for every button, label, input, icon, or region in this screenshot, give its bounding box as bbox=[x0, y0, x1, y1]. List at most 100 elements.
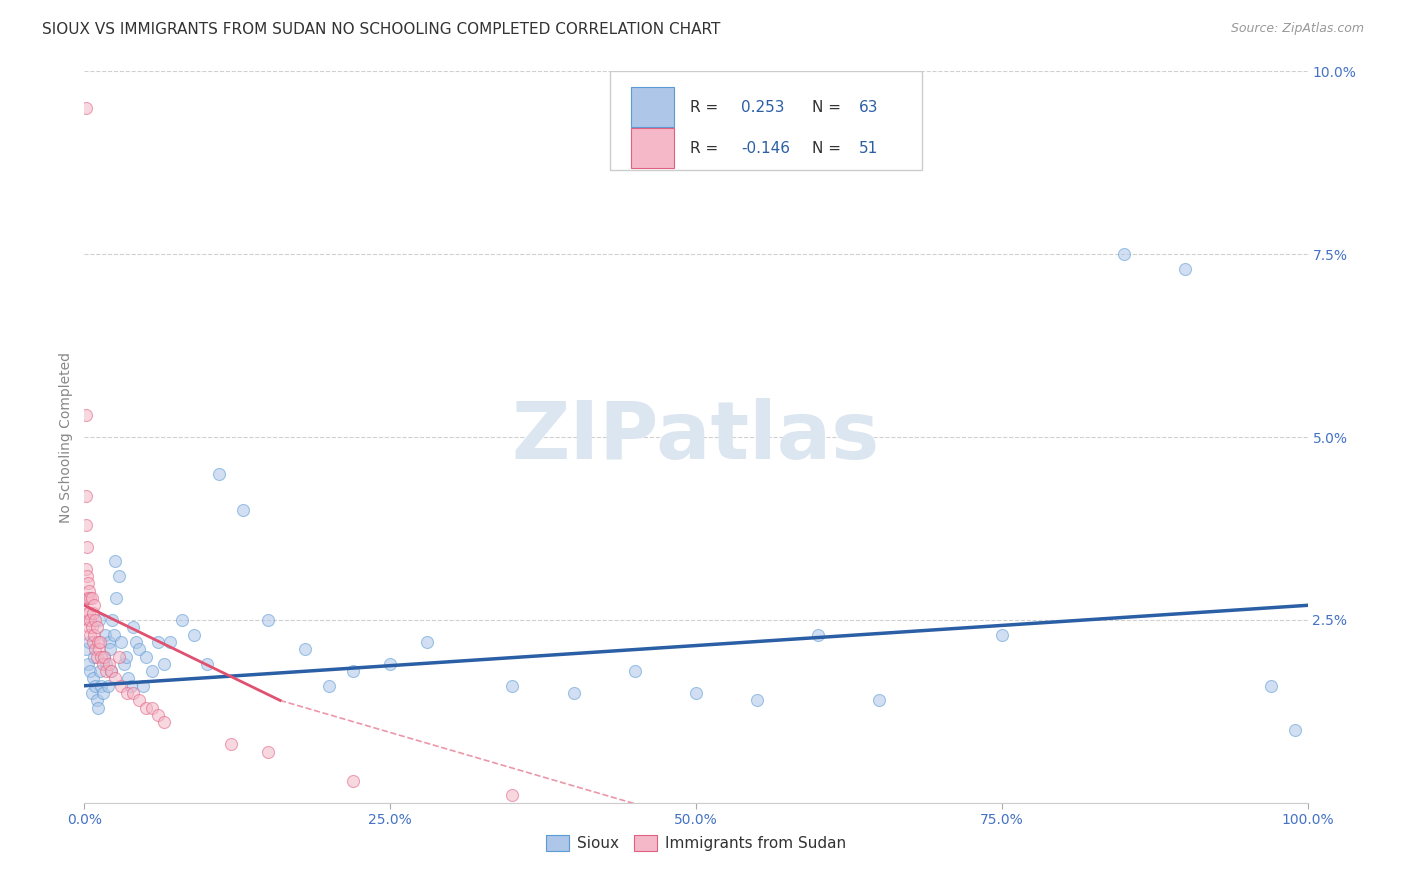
Point bbox=[105, 591, 128, 605]
Point bbox=[624, 664, 647, 678]
Point bbox=[82, 635, 104, 649]
FancyBboxPatch shape bbox=[631, 128, 673, 169]
Point bbox=[153, 657, 176, 671]
Text: R =: R = bbox=[690, 141, 723, 156]
Point bbox=[120, 679, 142, 693]
Point bbox=[80, 620, 103, 634]
Point bbox=[257, 613, 280, 627]
Point bbox=[96, 664, 118, 678]
Point bbox=[991, 627, 1014, 641]
Point bbox=[1114, 247, 1136, 261]
Point bbox=[76, 540, 98, 554]
Point bbox=[77, 606, 100, 620]
Point bbox=[83, 599, 105, 613]
Point bbox=[87, 613, 110, 627]
Point bbox=[82, 606, 104, 620]
Point bbox=[195, 657, 218, 671]
Point bbox=[183, 627, 205, 641]
Point bbox=[77, 635, 100, 649]
Point bbox=[89, 635, 111, 649]
Point bbox=[76, 591, 98, 605]
Point bbox=[77, 576, 100, 591]
Point bbox=[122, 686, 145, 700]
Text: Source: ZipAtlas.com: Source: ZipAtlas.com bbox=[1230, 22, 1364, 36]
Point bbox=[90, 649, 112, 664]
Point bbox=[685, 686, 707, 700]
Point bbox=[122, 620, 145, 634]
Point bbox=[107, 649, 129, 664]
Point bbox=[75, 489, 97, 503]
Legend: Sioux, Immigrants from Sudan: Sioux, Immigrants from Sudan bbox=[540, 830, 852, 857]
Point bbox=[502, 789, 524, 803]
Point bbox=[107, 569, 129, 583]
Point bbox=[294, 642, 316, 657]
Point bbox=[141, 664, 163, 678]
Point bbox=[146, 708, 169, 723]
Point bbox=[83, 649, 105, 664]
Point bbox=[100, 664, 122, 678]
Point bbox=[103, 627, 125, 641]
Text: SIOUX VS IMMIGRANTS FROM SUDAN NO SCHOOLING COMPLETED CORRELATION CHART: SIOUX VS IMMIGRANTS FROM SUDAN NO SCHOOL… bbox=[42, 22, 720, 37]
Point bbox=[115, 649, 138, 664]
Point bbox=[76, 569, 98, 583]
Point bbox=[101, 613, 124, 627]
Point bbox=[502, 679, 524, 693]
Point bbox=[83, 627, 105, 641]
Point bbox=[208, 467, 231, 481]
FancyBboxPatch shape bbox=[610, 71, 922, 170]
Point bbox=[132, 679, 155, 693]
Point bbox=[77, 657, 100, 671]
Point bbox=[219, 737, 242, 751]
Point bbox=[91, 686, 114, 700]
Point bbox=[257, 745, 280, 759]
Point bbox=[112, 657, 135, 671]
Point bbox=[159, 635, 181, 649]
Point bbox=[86, 649, 108, 664]
Point bbox=[77, 613, 100, 627]
Point bbox=[75, 408, 97, 422]
Point bbox=[747, 693, 769, 707]
Point bbox=[79, 591, 101, 605]
Point bbox=[110, 679, 132, 693]
Point bbox=[97, 635, 120, 649]
Point bbox=[77, 591, 100, 605]
Point bbox=[79, 664, 101, 678]
Point bbox=[84, 642, 107, 657]
Point bbox=[84, 679, 107, 693]
Point bbox=[86, 693, 108, 707]
Point bbox=[1174, 261, 1197, 276]
Point bbox=[100, 664, 122, 678]
Y-axis label: No Schooling Completed: No Schooling Completed bbox=[59, 351, 73, 523]
Point bbox=[75, 642, 97, 657]
Point bbox=[87, 635, 110, 649]
Point bbox=[562, 686, 585, 700]
Point bbox=[76, 606, 98, 620]
Point bbox=[342, 664, 364, 678]
Text: 63: 63 bbox=[859, 100, 879, 114]
Point bbox=[128, 693, 150, 707]
Point bbox=[135, 649, 157, 664]
Point bbox=[128, 642, 150, 657]
Point bbox=[104, 672, 127, 686]
Point bbox=[232, 503, 254, 517]
Point bbox=[87, 700, 110, 714]
Point bbox=[93, 649, 115, 664]
Text: N =: N = bbox=[813, 100, 846, 114]
Point bbox=[93, 649, 115, 664]
Text: ZIPatlas: ZIPatlas bbox=[512, 398, 880, 476]
Point bbox=[79, 613, 101, 627]
Point bbox=[79, 627, 101, 641]
Point bbox=[172, 613, 194, 627]
Point bbox=[75, 101, 97, 115]
Text: 51: 51 bbox=[859, 141, 877, 156]
Point bbox=[97, 657, 120, 671]
Point bbox=[1284, 723, 1306, 737]
Point bbox=[87, 642, 110, 657]
Point bbox=[86, 620, 108, 634]
Point bbox=[1260, 679, 1282, 693]
Point bbox=[77, 620, 100, 634]
Point bbox=[416, 635, 439, 649]
Point bbox=[318, 679, 340, 693]
Point bbox=[115, 686, 138, 700]
Point bbox=[89, 664, 111, 678]
